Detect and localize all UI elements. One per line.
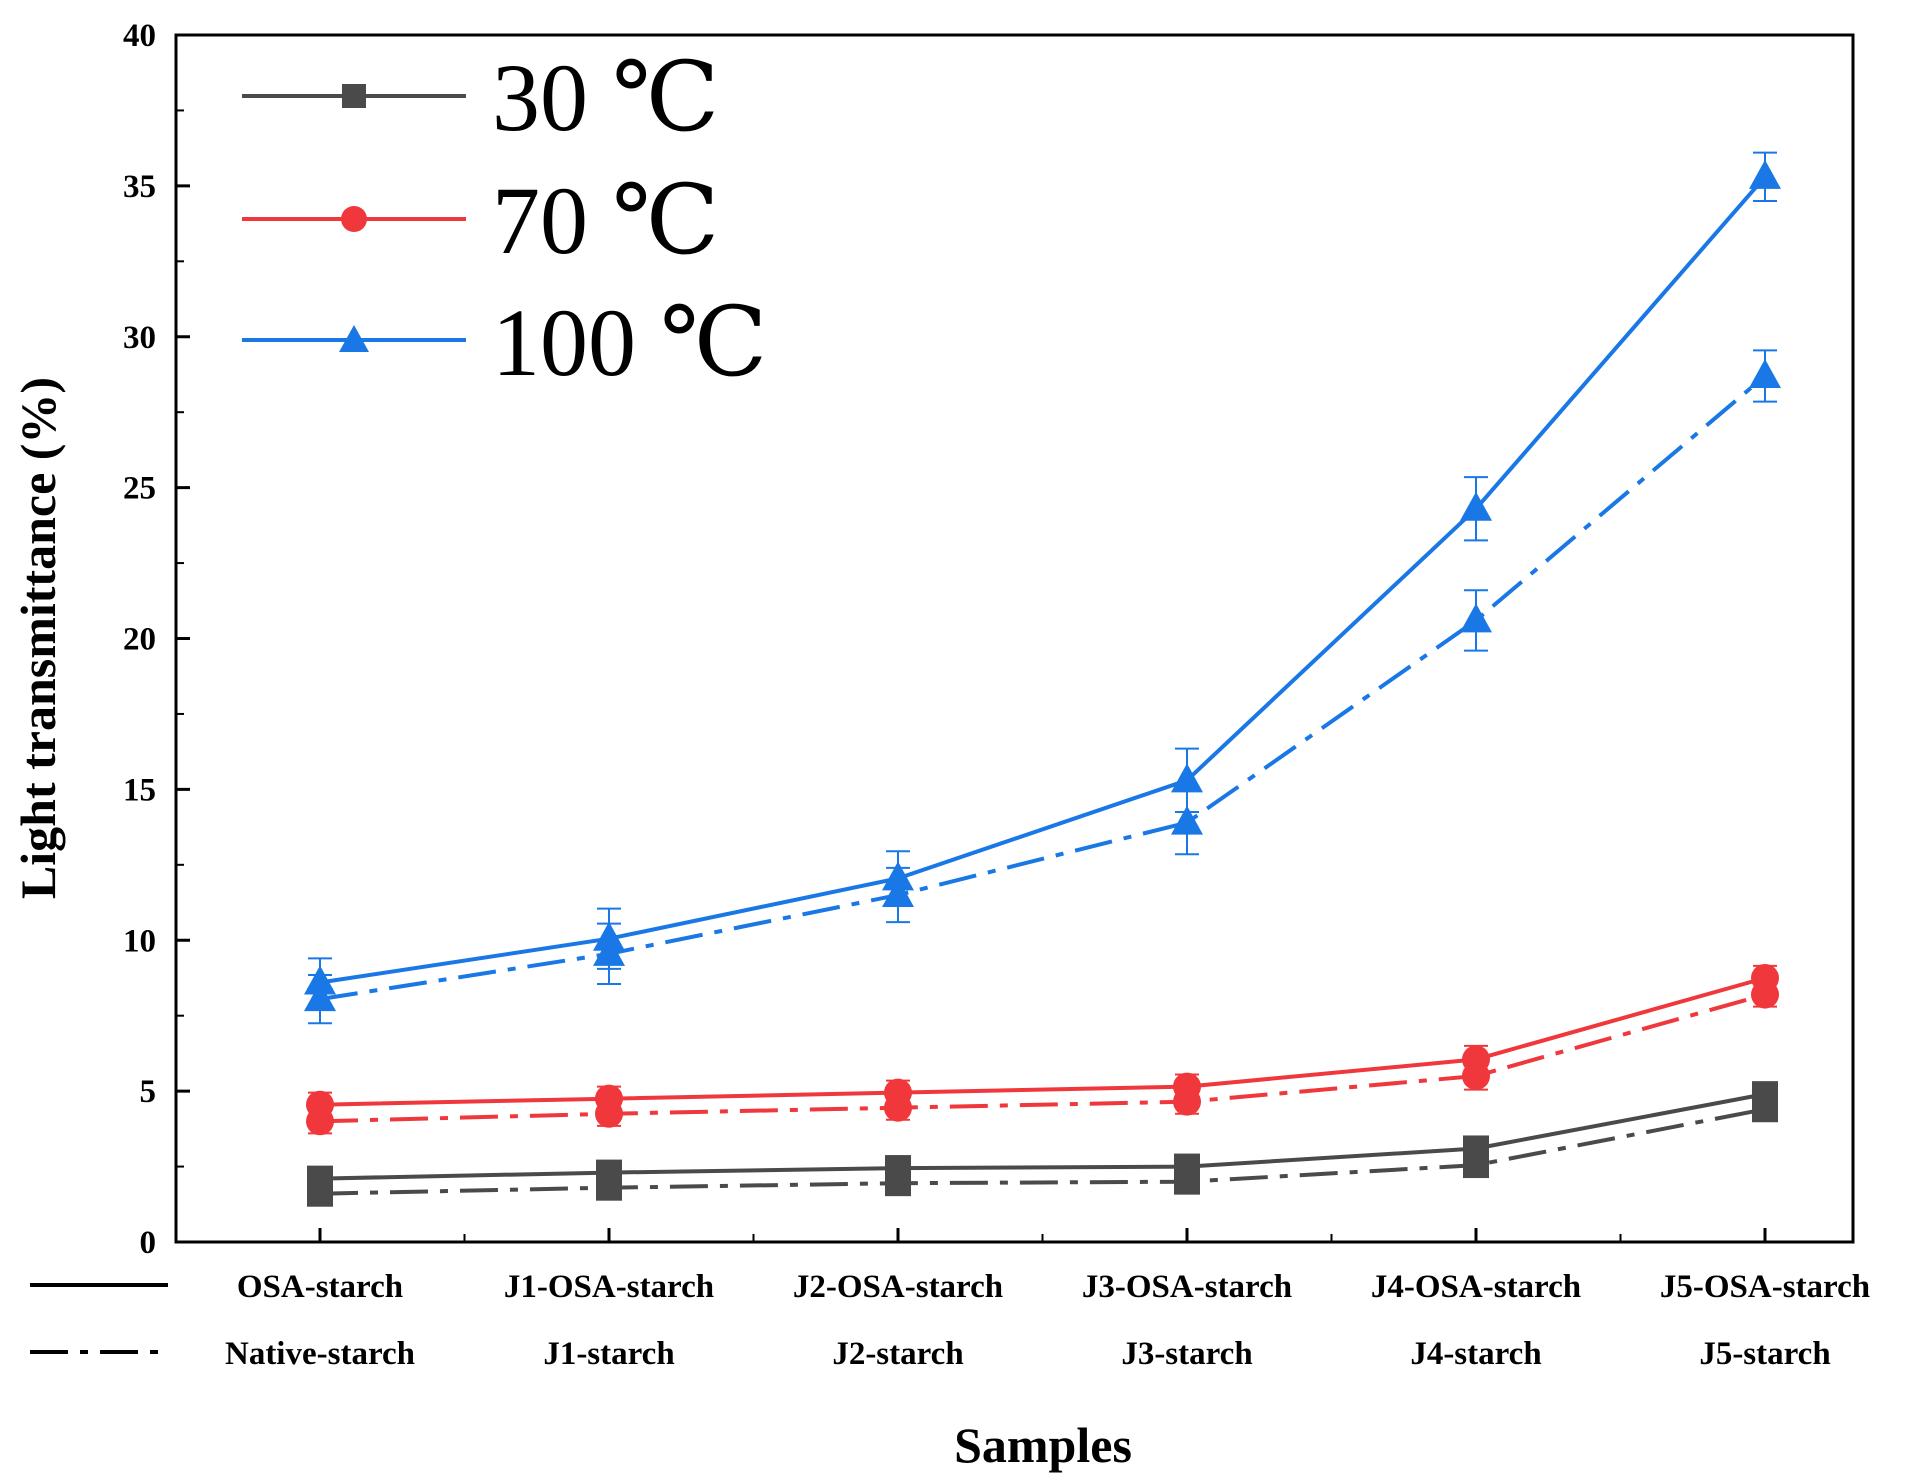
circle-marker	[306, 1107, 334, 1136]
square-marker	[1752, 1096, 1778, 1123]
triangle-marker	[1171, 763, 1203, 793]
square-marker	[1463, 1152, 1489, 1179]
series-dashdot-circle	[306, 980, 1779, 1136]
legend-label-70: 70 ℃	[492, 167, 719, 274]
triangle-marker	[1460, 603, 1492, 633]
series-line	[319, 175, 1767, 985]
legend-item-70: 70 ℃	[242, 167, 719, 274]
y-axis-title: Light transmittance (%)	[10, 377, 66, 899]
x-category-label-solid: J2-OSA-starch	[793, 1269, 1003, 1305]
y-tick-label: 30	[123, 320, 156, 356]
triangle-marker	[1460, 491, 1492, 521]
circle-marker	[884, 1093, 912, 1122]
legend-item-100: 100 ℃	[242, 289, 767, 396]
line-style-key	[30, 1283, 168, 1354]
square-marker	[596, 1174, 622, 1201]
x-category-label-dashed: Native-starch	[225, 1336, 415, 1372]
x-category-label-solid: J3-OSA-starch	[1082, 1269, 1292, 1305]
x-category-label-solid: OSA-starch	[237, 1269, 403, 1305]
legend-item-30: 30 ℃	[242, 44, 719, 151]
x-axis: OSA-starch Native-starch J1-OSA-starch J1-s…	[225, 1228, 1870, 1372]
x-category-label-solid: J4-OSA-starch	[1371, 1269, 1581, 1305]
y-axis: 0 5 10 15 20 25 30 35 40	[123, 18, 190, 1261]
series-line	[319, 374, 1767, 1002]
triangle-marker	[882, 877, 914, 907]
y-tick-label: 35	[123, 169, 156, 205]
square-marker	[307, 1180, 333, 1207]
x-category-label-dashed: J2-starch	[832, 1336, 963, 1372]
legend-circle-marker	[341, 206, 367, 232]
series-dashdot-triangle	[304, 349, 1781, 1025]
square-marker	[1174, 1168, 1200, 1195]
series-solid-circle	[306, 963, 1779, 1119]
series-line	[319, 1092, 1766, 1181]
y-tick-label: 0	[140, 1225, 157, 1261]
series-line	[319, 992, 1766, 1124]
y-tick-label: 40	[123, 18, 156, 54]
legend-square-marker	[342, 84, 366, 108]
y-tick-label: 10	[123, 923, 156, 959]
x-category-label-dashed: J4-starch	[1410, 1336, 1541, 1372]
series-line	[319, 976, 1766, 1107]
series-solid-square	[307, 1081, 1778, 1192]
y-tick-label: 25	[123, 471, 156, 507]
series-layer	[304, 151, 1781, 1207]
triangle-marker	[304, 982, 336, 1012]
legend-triangle-marker	[339, 325, 369, 352]
legend-label-30: 30 ℃	[492, 44, 719, 151]
triangle-marker	[593, 936, 625, 966]
series-solid-triangle	[304, 151, 1781, 1008]
y-tick-label: 20	[123, 622, 156, 658]
triangle-marker	[1171, 805, 1203, 835]
triangle-marker	[1749, 358, 1781, 388]
x-axis-title: Samples	[954, 1417, 1132, 1473]
y-tick-label: 15	[123, 772, 156, 808]
y-tick-label: 5	[140, 1074, 157, 1110]
series-line	[319, 1107, 1766, 1196]
triangle-marker	[1749, 159, 1781, 189]
x-category-label-dashed: J3-starch	[1121, 1336, 1252, 1372]
square-marker	[885, 1170, 911, 1197]
circle-marker	[595, 1099, 623, 1128]
circle-marker	[1173, 1087, 1201, 1116]
legend: 30 ℃ 70 ℃ 100 ℃	[242, 44, 767, 396]
x-category-label-solid: J1-OSA-starch	[504, 1269, 714, 1305]
x-category-label-solid: J5-OSA-starch	[1660, 1269, 1870, 1305]
circle-marker	[1751, 980, 1779, 1009]
legend-label-100: 100 ℃	[492, 289, 767, 396]
circle-marker	[1462, 1062, 1490, 1091]
x-category-label-dashed: J5-starch	[1699, 1336, 1830, 1372]
series-dashdot-square	[307, 1096, 1778, 1207]
plot-frame	[174, 33, 1855, 1244]
x-category-label-dashed: J1-starch	[543, 1336, 674, 1372]
